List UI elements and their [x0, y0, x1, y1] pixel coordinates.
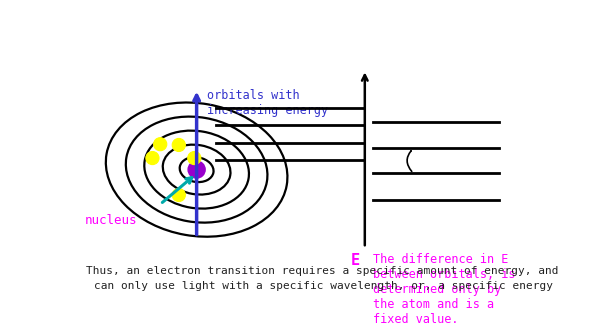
Text: E: E: [351, 253, 360, 268]
Text: nucleus: nucleus: [84, 214, 136, 227]
Text: orbitals with
increasing energy: orbitals with increasing energy: [207, 89, 328, 117]
Text: Thus, an electron transition requires a specific amount of energy, and: Thus, an electron transition requires a …: [86, 266, 558, 276]
Circle shape: [172, 189, 185, 202]
Circle shape: [172, 139, 185, 152]
Circle shape: [188, 161, 205, 178]
Text: The difference in E
between orbitals, is
determined only by
the atom and is a
fi: The difference in E between orbitals, is…: [373, 253, 515, 326]
Circle shape: [188, 152, 201, 164]
Circle shape: [154, 138, 167, 151]
Circle shape: [146, 152, 159, 164]
FancyArrowPatch shape: [407, 151, 412, 171]
Text: can only use light with a specific wavelength, or, a specific energy: can only use light with a specific wavel…: [94, 281, 553, 291]
